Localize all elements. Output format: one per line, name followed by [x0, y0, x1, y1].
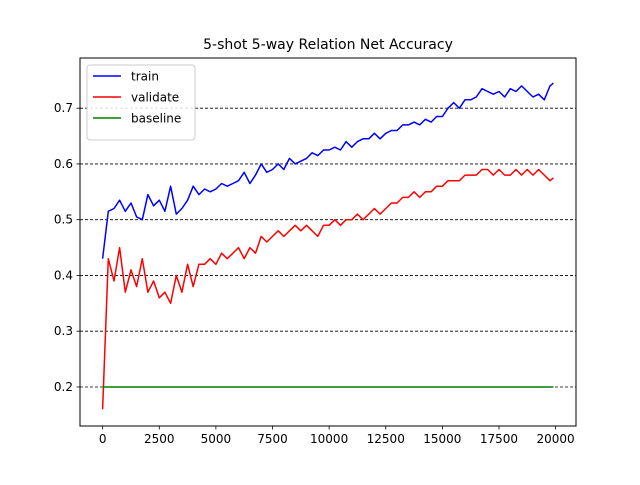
series-line-validate [101, 168, 554, 410]
x-tick-label: 2500 [144, 432, 175, 446]
x-axis: 0 2500 5000 7500 10000 12500 15000 17500 20000 [99, 426, 575, 446]
y-tick-label: 0.4 [54, 268, 73, 282]
x-tick-label: 5000 [201, 432, 232, 446]
y-tick-label: 0.7 [54, 101, 73, 115]
plot-frame [79, 57, 577, 427]
y-tick-label: 0.3 [54, 324, 73, 338]
x-tick-label: 0 [99, 432, 107, 446]
x-tick-label: 12500 [367, 432, 405, 446]
x-tick-label: 7500 [257, 432, 288, 446]
legend-label-baseline: baseline [131, 112, 181, 126]
series-line-train [101, 82, 554, 259]
chart-title: 5-shot 5-way Relation Net Accuracy [203, 37, 453, 53]
y-axis: 0.2 0.3 0.4 0.5 0.6 0.7 [54, 101, 80, 394]
x-tick-label: 20000 [537, 432, 575, 446]
legend-label-validate: validate [131, 91, 179, 105]
x-tick-label: 10000 [310, 432, 348, 446]
y-tick-label: 0.6 [54, 157, 73, 171]
y-tick-label: 0.2 [54, 380, 73, 394]
legend: train validate baseline [86, 64, 196, 141]
legend-box [86, 64, 196, 141]
x-tick-label: 15000 [423, 432, 461, 446]
series-lines [101, 82, 554, 410]
y-tick-label: 0.5 [54, 213, 73, 227]
legend-label-train: train [131, 70, 159, 84]
x-tick-label: 17500 [480, 432, 518, 446]
